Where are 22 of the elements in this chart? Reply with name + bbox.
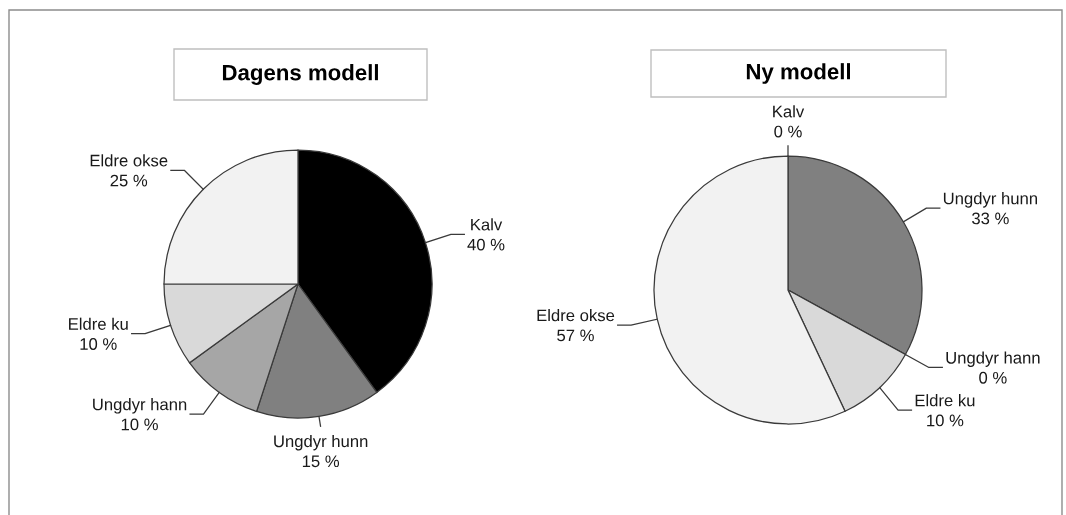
slice-label: Ungdyr hann [93, 398, 187, 414]
legend-label: Ungdyr hann [946, 351, 1040, 367]
data-label: 10 % [80, 338, 117, 350]
data-label: 15 % [302, 455, 340, 468]
text: 0 % [979, 371, 1007, 384]
chart-title: Dagens modell [222, 64, 378, 85]
data-label: 25 % [110, 174, 148, 187]
data-label: 33 % [972, 212, 1009, 225]
slice-label: Ungdyr hunn [943, 192, 1037, 208]
text: 0 % [774, 125, 802, 138]
data-label: 57 % [557, 329, 594, 342]
slice-label: Kalv [471, 218, 503, 231]
data-label: 10 % [927, 414, 964, 427]
chart-title: Ny modell [746, 63, 851, 84]
slice-label: Ungdyr hunn [274, 434, 368, 451]
category-label: Kalv [773, 105, 805, 118]
data-label: 40 % [467, 238, 505, 251]
slice-label: Eldre ku [915, 394, 975, 407]
slice-label: Eldre ku [69, 317, 128, 330]
slice-label: Eldre okse [537, 309, 615, 322]
data-label: 10 % [121, 418, 158, 431]
slice-label: Eldre okse [90, 154, 168, 167]
